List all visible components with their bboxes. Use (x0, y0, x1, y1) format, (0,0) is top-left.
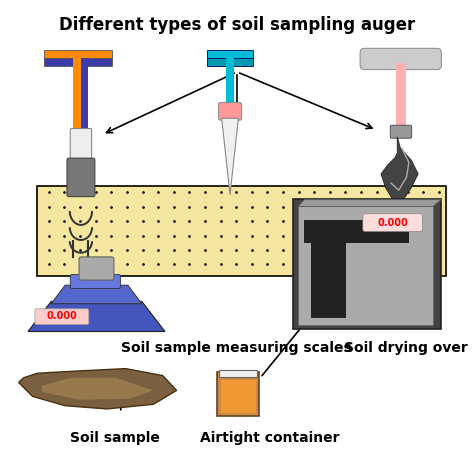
Polygon shape (51, 285, 142, 304)
FancyBboxPatch shape (207, 58, 253, 66)
Text: Soil sample measuring scales: Soil sample measuring scales (121, 341, 352, 355)
FancyBboxPatch shape (70, 274, 120, 289)
FancyBboxPatch shape (219, 369, 257, 377)
FancyBboxPatch shape (44, 50, 111, 58)
FancyBboxPatch shape (396, 63, 406, 130)
FancyBboxPatch shape (311, 239, 346, 318)
FancyBboxPatch shape (70, 129, 91, 166)
Polygon shape (381, 137, 418, 206)
FancyBboxPatch shape (67, 158, 95, 197)
FancyBboxPatch shape (304, 220, 409, 244)
Polygon shape (42, 378, 154, 400)
Polygon shape (18, 368, 177, 409)
Text: Soil drying over: Soil drying over (344, 341, 467, 355)
Text: Airtight container: Airtight container (200, 431, 339, 445)
FancyBboxPatch shape (360, 48, 441, 70)
FancyBboxPatch shape (79, 257, 114, 280)
FancyBboxPatch shape (390, 125, 411, 138)
FancyBboxPatch shape (221, 380, 255, 412)
FancyBboxPatch shape (298, 206, 433, 324)
FancyBboxPatch shape (73, 58, 81, 134)
FancyBboxPatch shape (35, 309, 89, 324)
FancyBboxPatch shape (37, 185, 446, 276)
Polygon shape (28, 301, 165, 332)
FancyBboxPatch shape (226, 58, 234, 107)
Text: 0.000: 0.000 (46, 311, 77, 321)
Text: Different types of soil sampling auger: Different types of soil sampling auger (59, 17, 415, 35)
FancyBboxPatch shape (44, 58, 111, 66)
FancyBboxPatch shape (293, 200, 441, 329)
FancyBboxPatch shape (363, 214, 422, 231)
Text: soil: soil (58, 278, 88, 309)
Polygon shape (222, 118, 238, 195)
FancyBboxPatch shape (218, 372, 259, 416)
FancyBboxPatch shape (219, 103, 242, 120)
FancyBboxPatch shape (207, 50, 253, 58)
Polygon shape (298, 200, 441, 206)
Text: Soil sample: Soil sample (70, 431, 160, 445)
FancyBboxPatch shape (81, 58, 88, 134)
Text: 0.000: 0.000 (377, 218, 408, 228)
